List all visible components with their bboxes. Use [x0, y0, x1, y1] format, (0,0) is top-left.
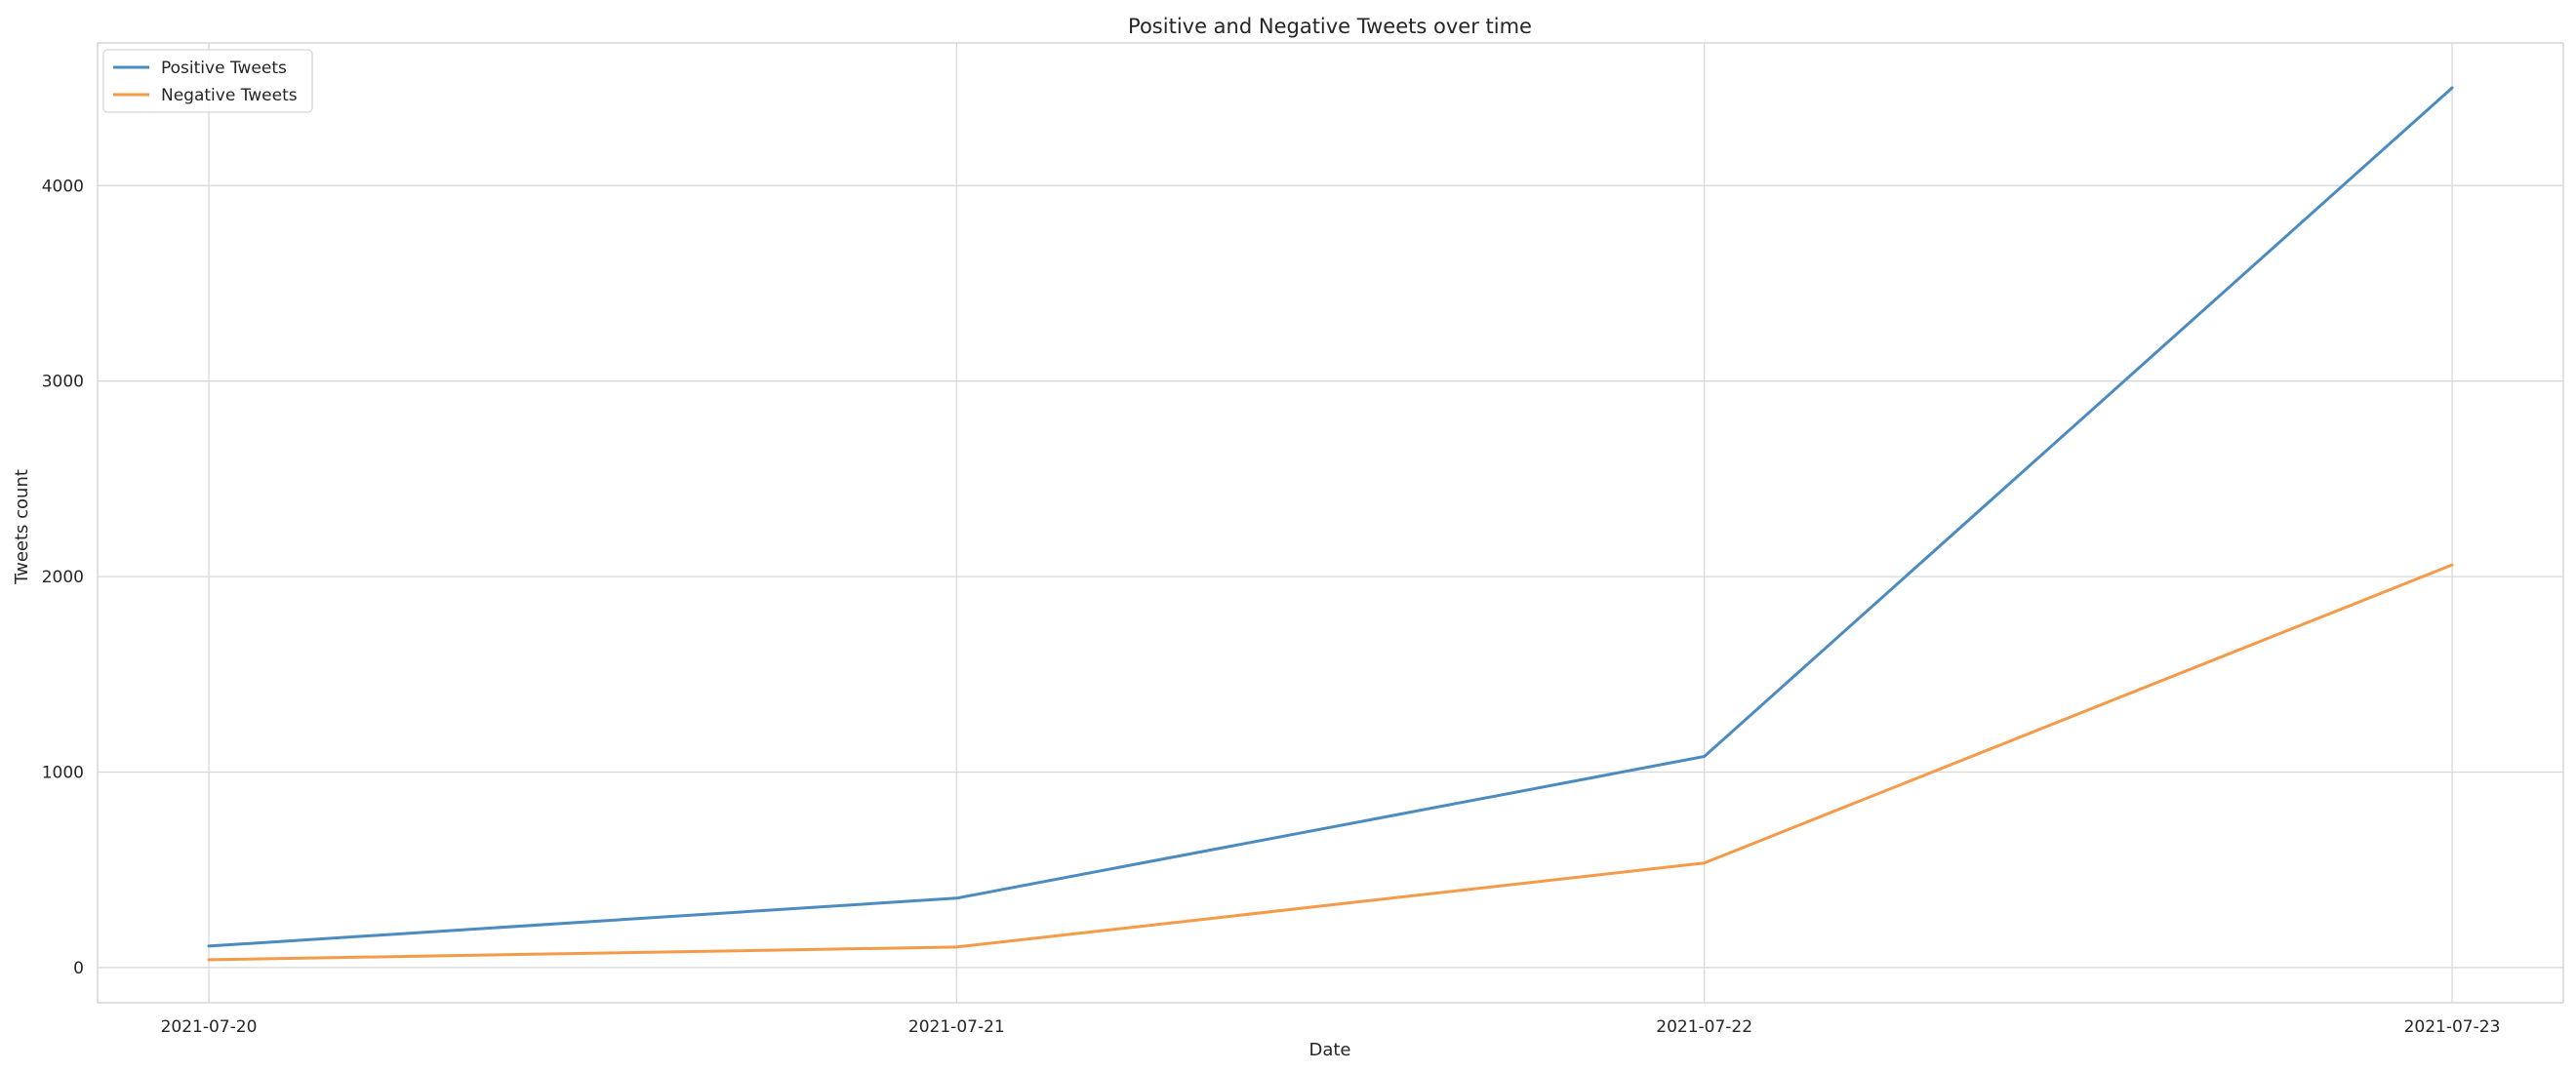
- series-line-negative-tweets: [207, 563, 2454, 962]
- series-line-positive-tweets: [207, 86, 2454, 948]
- y-axis-ticks: 0 1000 2000 3000 4000: [42, 177, 84, 978]
- x-tick-label: 2021-07-20: [161, 1017, 258, 1037]
- x-tick-label: 2021-07-23: [2404, 1017, 2501, 1037]
- y-tick-label: 0: [73, 959, 84, 978]
- y-tick-label: 2000: [42, 568, 84, 587]
- y-tick-label: 3000: [42, 373, 84, 392]
- gridlines: [98, 43, 2563, 1003]
- y-tick-label: 4000: [42, 177, 84, 196]
- x-axis-label: Date: [1308, 1040, 1350, 1060]
- series-lines: [207, 86, 2454, 962]
- x-tick-label: 2021-07-21: [908, 1017, 1005, 1037]
- chart-title: Positive and Negative Tweets over time: [1128, 15, 1532, 38]
- legend: Positive Tweets Negative Tweets: [102, 49, 313, 113]
- legend-box: [102, 49, 313, 113]
- plot-area: [97, 42, 2564, 1004]
- x-tick-label: 2021-07-22: [1656, 1017, 1752, 1037]
- legend-label-negative: Negative Tweets: [161, 86, 298, 105]
- legend-label-positive: Positive Tweets: [161, 59, 287, 78]
- y-axis-label: Tweets count: [12, 469, 32, 585]
- y-tick-label: 1000: [42, 764, 84, 783]
- x-axis-ticks: 2021-07-20 2021-07-21 2021-07-22 2021-07-23: [161, 1017, 2501, 1037]
